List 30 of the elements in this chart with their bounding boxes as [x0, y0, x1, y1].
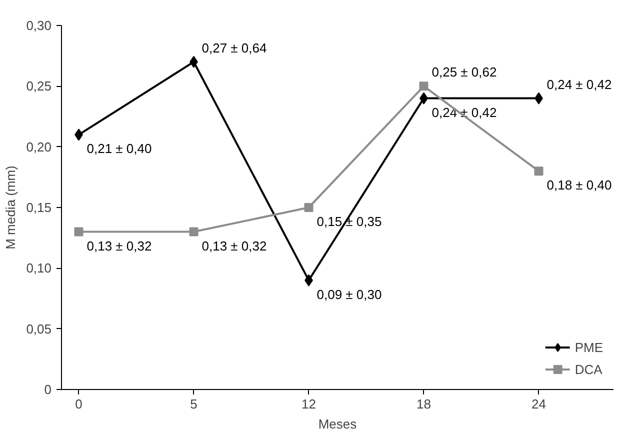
data-label: 0,24 ± 0,42 — [546, 76, 612, 92]
data-label: 0,15 ± 0,35 — [316, 214, 382, 229]
y-tick-label: 0,25 — [26, 78, 52, 94]
x-tick-label: 0 — [75, 396, 82, 412]
data-label: 0,13 ± 0,32 — [202, 238, 267, 254]
data-label: 0,21 ± 0,40 — [86, 141, 152, 156]
point — [304, 203, 314, 212]
y-tick-label: 0 — [44, 382, 52, 397]
data-label: 0,18 ± 0,40 — [546, 178, 612, 193]
y-tick-label: 0,15 — [26, 200, 52, 215]
data-label: 0,27 ± 0,64 — [202, 40, 267, 56]
data-label: 0,25 ± 0,62 — [432, 64, 497, 80]
x-tick-label: 12 — [302, 396, 316, 412]
data-label: 0,13 ± 0,32 — [86, 238, 152, 254]
point — [74, 227, 84, 236]
x-tick-label: 24 — [532, 396, 546, 412]
y-axis-title: M media (mm) — [3, 166, 18, 250]
y-tick-label: 0,10 — [26, 260, 52, 276]
x-axis-title: Meses — [318, 416, 358, 432]
point — [189, 227, 198, 236]
point — [419, 82, 428, 91]
data-label: 0,09 ± 0,30 — [316, 286, 382, 302]
legend-label: PME — [574, 340, 603, 354]
point — [534, 166, 544, 176]
y-tick-label: 0,05 — [26, 321, 52, 336]
legend-label: DCA — [574, 362, 602, 376]
x-tick-label: 5 — [190, 396, 198, 412]
y-tick-label: 0,20 — [26, 139, 52, 154]
x-tick-label: 18 — [416, 396, 431, 412]
y-tick-label: 0,30 — [26, 18, 52, 33]
